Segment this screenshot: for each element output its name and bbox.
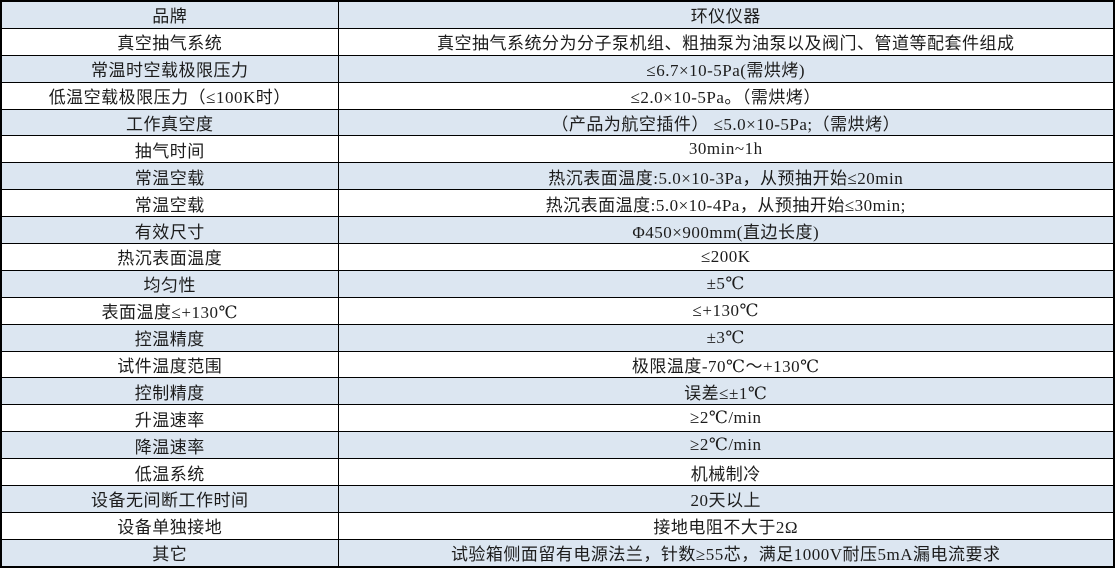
spec-value-cell: ±3℃ (337, 323, 1115, 352)
spec-label-cell: 均匀性 (0, 269, 339, 298)
spec-label-cell: 常温时空载极限压力 (0, 54, 339, 83)
table-row: 抽气时间 30min~1h (0, 135, 1115, 164)
table-row: 常温空载 热沉表面温度:5.0×10-4Pa，从预抽开始≤30min; (0, 189, 1115, 218)
spec-value-cell: 接地电阻不大于2Ω (337, 511, 1115, 540)
table-row: 低温空载极限压力（≤100K时） ≤2.0×10-5Pa。（需烘烤） (0, 81, 1115, 110)
spec-value-cell: 热沉表面温度:5.0×10-4Pa，从预抽开始≤30min; (337, 189, 1115, 218)
table-row: 试件温度范围 极限温度-70℃～+130℃ (0, 350, 1115, 379)
table-row: 设备单独接地 接地电阻不大于2Ω (0, 511, 1115, 540)
spec-label-cell: 抽气时间 (0, 135, 339, 164)
spec-label-cell: 升温速率 (0, 404, 339, 433)
spec-value-cell: Φ450×900mm(直边长度) (337, 216, 1115, 245)
spec-value-cell: 误差≤±1℃ (337, 377, 1115, 406)
table-row: 升温速率 ≥2℃/min (0, 404, 1115, 433)
table-row: 工作真空度 （产品为航空插件） ≤5.0×10-5Pa;（需烘烤） (0, 108, 1115, 137)
spec-value-cell: 环仪仪器 (337, 0, 1115, 29)
spec-label-cell: 设备无间断工作时间 (0, 485, 339, 513)
spec-label-cell: 真空抽气系统 (0, 27, 339, 56)
spec-value-cell: 热沉表面温度:5.0×10-3Pa，从预抽开始≤20min (337, 162, 1115, 191)
spec-value-cell: ≤200K (337, 243, 1115, 271)
spec-label-cell: 降温速率 (0, 431, 339, 460)
table-row: 热沉表面温度 ≤200K (0, 243, 1115, 271)
spec-label-cell: 有效尺寸 (0, 216, 339, 245)
table-row: 常温空载 热沉表面温度:5.0×10-3Pa，从预抽开始≤20min (0, 162, 1115, 191)
spec-value-cell: ±5℃ (337, 269, 1115, 298)
spec-label-cell: 常温空载 (0, 189, 339, 218)
spec-label-cell: 品牌 (0, 0, 339, 29)
spec-value-cell: ≥2℃/min (337, 404, 1115, 433)
spec-value-cell: ≤2.0×10-5Pa。（需烘烤） (337, 81, 1115, 110)
spec-label-cell: 控制精度 (0, 377, 339, 406)
spec-label-cell: 低温空载极限压力（≤100K时） (0, 81, 339, 110)
table-row: 低温系统 机械制冷 (0, 458, 1115, 487)
table-row: 控温精度 ±3℃ (0, 323, 1115, 352)
table-row: 其它 试验箱侧面留有电源法兰，针数≥55芯，满足1000V耐压5mA漏电流要求 (0, 538, 1115, 568)
spec-value-cell: ≤+130℃ (337, 296, 1115, 325)
spec-value-cell: 机械制冷 (337, 458, 1115, 487)
table-row: 常温时空载极限压力 ≤6.7×10-5Pa(需烘烤) (0, 54, 1115, 83)
spec-value-cell: 20天以上 (337, 485, 1115, 513)
spec-value-cell: 30min~1h (337, 135, 1115, 164)
table-row: 真空抽气系统 真空抽气系统分为分子泵机组、粗抽泵为油泵以及阀门、管道等配套件组成 (0, 27, 1115, 56)
table-row: 设备无间断工作时间 20天以上 (0, 485, 1115, 513)
spec-value-cell: （产品为航空插件） ≤5.0×10-5Pa;（需烘烤） (337, 108, 1115, 137)
spec-value-cell: 试验箱侧面留有电源法兰，针数≥55芯，满足1000V耐压5mA漏电流要求 (337, 538, 1115, 568)
spec-value-cell: 极限温度-70℃～+130℃ (337, 350, 1115, 379)
spec-label-cell: 常温空载 (0, 162, 339, 191)
table-row: 表面温度≤+130℃ ≤+130℃ (0, 296, 1115, 325)
spec-value-cell: 真空抽气系统分为分子泵机组、粗抽泵为油泵以及阀门、管道等配套件组成 (337, 27, 1115, 56)
table-row: 品牌 环仪仪器 (0, 0, 1115, 29)
table-row: 控制精度 误差≤±1℃ (0, 377, 1115, 406)
table-row: 降温速率 ≥2℃/min (0, 431, 1115, 460)
spec-label-cell: 热沉表面温度 (0, 243, 339, 271)
spec-label-cell: 工作真空度 (0, 108, 339, 137)
table-row: 均匀性 ±5℃ (0, 269, 1115, 298)
spec-label-cell: 试件温度范围 (0, 350, 339, 379)
spec-value-cell: ≤6.7×10-5Pa(需烘烤) (337, 54, 1115, 83)
spec-label-cell: 设备单独接地 (0, 511, 339, 540)
spec-label-cell: 控温精度 (0, 323, 339, 352)
spec-value-cell: ≥2℃/min (337, 431, 1115, 460)
spec-label-cell: 低温系统 (0, 458, 339, 487)
spec-label-cell: 其它 (0, 538, 339, 568)
table-row: 有效尺寸 Φ450×900mm(直边长度) (0, 216, 1115, 245)
spec-label-cell: 表面温度≤+130℃ (0, 296, 339, 325)
